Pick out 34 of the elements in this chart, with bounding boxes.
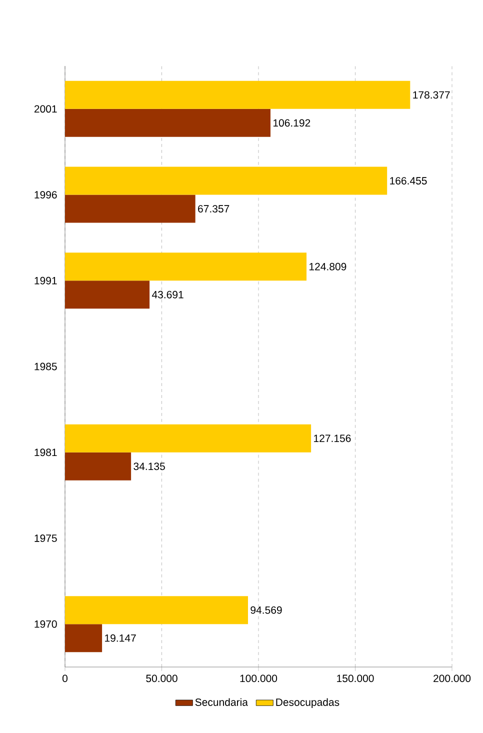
data-label: 127.156 (314, 434, 351, 442)
data-label: 124.809 (310, 262, 346, 270)
legend-label: Desocupadas (276, 698, 340, 708)
bar (65, 108, 270, 137)
data-label: 43.691 (152, 290, 184, 298)
bar (65, 424, 312, 452)
x-tick-label: 50.000 (146, 674, 178, 682)
data-label: 178.377 (413, 91, 450, 99)
y-tick-label: 1970 (34, 620, 57, 628)
data-label: 106.192 (273, 119, 310, 127)
data-label: 166.455 (390, 177, 427, 185)
data-label: 94.569 (250, 606, 282, 614)
y-tick-label: 1996 (34, 191, 57, 199)
y-tick-label: 1981 (34, 448, 57, 456)
bar (65, 194, 196, 223)
bar (65, 80, 410, 109)
y-tick-label: 1975 (34, 534, 57, 542)
x-tick-label: 0 (62, 674, 68, 682)
legend-label: Secundaria (195, 698, 248, 706)
bar (65, 452, 132, 480)
bar (65, 252, 307, 281)
y-tick-label: 2001 (34, 105, 57, 113)
bar (65, 166, 388, 195)
x-tick-label: 150.000 (337, 674, 374, 682)
bar (65, 596, 248, 624)
x-tick-label: 100.000 (240, 674, 278, 682)
data-label: 19.147 (105, 634, 136, 642)
data-label: 67.357 (198, 205, 230, 213)
x-tick-label: 200.000 (434, 674, 471, 682)
y-tick-label: 1985 (34, 362, 57, 370)
data-label: 34.135 (134, 462, 165, 470)
bar (65, 280, 150, 309)
y-tick-label: 1991 (34, 276, 57, 284)
bar (65, 624, 102, 652)
